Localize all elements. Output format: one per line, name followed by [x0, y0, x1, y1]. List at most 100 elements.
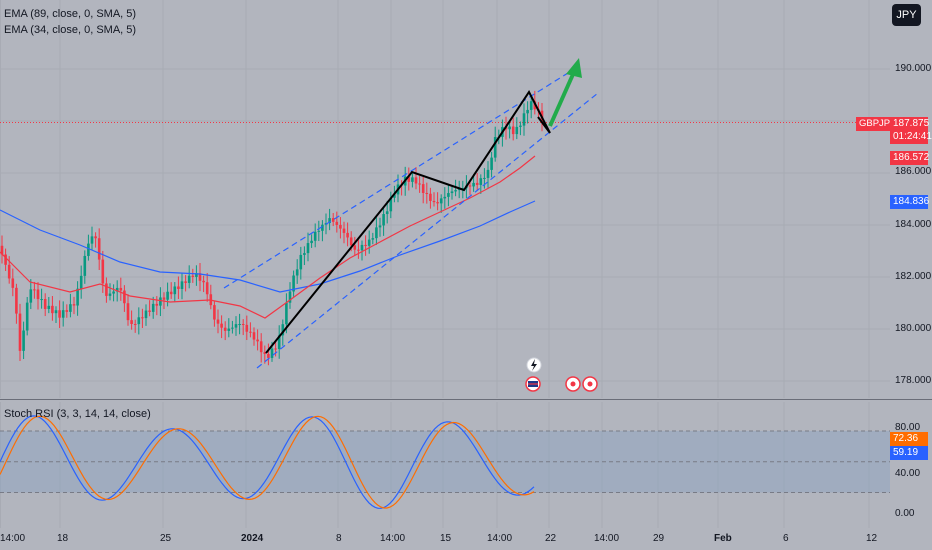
candle-body — [169, 291, 173, 295]
projection-arrow-head — [566, 58, 582, 78]
candle-body — [83, 255, 87, 276]
candle-body — [76, 288, 79, 306]
candle-body — [429, 193, 432, 201]
channel-upper-line — [223, 67, 577, 289]
candle-body — [65, 310, 69, 312]
candle-body — [220, 323, 223, 328]
candle-body — [371, 238, 375, 240]
candle-body — [421, 184, 425, 193]
candle-body — [299, 254, 303, 270]
candle-body — [382, 214, 385, 226]
time-axis-label: 14:00 — [487, 533, 513, 544]
candle-body — [144, 310, 148, 319]
candle-body — [310, 240, 313, 244]
candle-body — [223, 327, 227, 331]
time-axis-label: 14:00 — [594, 533, 620, 544]
projection-arrow-shaft — [548, 71, 576, 127]
time-axis-label: 8 — [336, 533, 342, 544]
candle-body — [306, 243, 310, 254]
candle-body — [443, 196, 447, 199]
candle-body — [51, 305, 54, 314]
candle-body — [353, 245, 357, 250]
ema34-legend[interactable]: EMA (34, close, 0, SMA, 5) — [4, 24, 137, 36]
candle-body — [18, 313, 22, 351]
candle-body — [112, 291, 115, 294]
candle-body — [180, 281, 184, 289]
candle-body — [198, 273, 202, 281]
candle-body — [447, 193, 450, 197]
candle-body — [25, 302, 29, 331]
candle-body — [526, 109, 529, 114]
stoch-rsi-legend[interactable]: Stoch RSI (3, 3, 14, 14, close) — [4, 408, 151, 420]
candle-body — [267, 353, 270, 358]
stoch-k-line — [0, 415, 535, 509]
stoch-axis-label: 80.00 — [895, 422, 921, 433]
candle-body — [317, 230, 321, 232]
candle-body — [191, 275, 195, 277]
ema89-legend[interactable]: EMA (89, close, 0, SMA, 5) — [4, 8, 137, 20]
price-axis-label: 182.000 — [895, 271, 932, 282]
candle-body — [40, 299, 43, 301]
candle-body — [227, 328, 231, 331]
candle-body — [87, 243, 90, 256]
candle-body — [58, 310, 61, 318]
candle-body — [159, 297, 162, 306]
candle-body — [43, 299, 47, 309]
candle-body — [432, 200, 436, 203]
time-axis-label: 6 — [783, 533, 789, 544]
candle-body — [105, 283, 108, 296]
candle-body — [238, 324, 241, 326]
candle-body — [177, 286, 180, 289]
candle-body — [493, 137, 497, 158]
candle-body — [79, 275, 83, 289]
candle-body — [241, 324, 245, 326]
candle-body — [292, 275, 295, 292]
stoch-axis-label: 40.00 — [895, 468, 921, 479]
candle-body — [389, 197, 393, 212]
candle-body — [436, 202, 439, 204]
candle-body — [259, 341, 263, 353]
candle-body — [515, 126, 519, 135]
candle-body — [231, 327, 234, 329]
candle-body — [205, 282, 209, 295]
ema34-tag: 186.572 — [890, 151, 929, 165]
ema89-line — [0, 200, 536, 293]
candle-body — [69, 304, 72, 312]
time-axis-label: 22 — [545, 533, 557, 544]
candle-body — [364, 244, 367, 246]
candle-body — [137, 317, 141, 325]
candle-body — [486, 169, 490, 178]
candle-body — [11, 278, 15, 288]
candle-body — [126, 303, 130, 321]
candle-body — [29, 289, 33, 303]
candle-body — [519, 125, 522, 127]
candle-body — [148, 310, 151, 312]
candle-body — [522, 113, 526, 126]
currency-button[interactable]: JPY — [892, 4, 921, 26]
time-axis-label: 18 — [57, 533, 69, 544]
candle-body — [252, 332, 256, 340]
candle-body — [274, 348, 277, 350]
candle-body — [375, 227, 378, 239]
candle-body — [0, 245, 4, 255]
time-axis-label: Feb — [714, 533, 732, 544]
candle-body — [213, 305, 216, 320]
candle-body — [281, 324, 285, 336]
candle-body — [166, 291, 169, 300]
record-icon — [570, 381, 576, 387]
time-axis-label: 25 — [160, 533, 172, 544]
candle-body — [4, 254, 7, 265]
candle-body — [346, 232, 349, 238]
candle-body — [393, 194, 396, 198]
zigzag-path — [265, 90, 551, 354]
candle-body — [36, 289, 40, 300]
candle-body — [490, 157, 493, 170]
candle-body — [454, 190, 457, 192]
candle-body — [303, 253, 306, 255]
stoch-axis-label: 0.00 — [895, 508, 915, 519]
time-axis-label: 12 — [866, 533, 878, 544]
candle-body — [33, 289, 36, 291]
candle-body — [216, 319, 220, 324]
candle-body — [108, 293, 112, 296]
